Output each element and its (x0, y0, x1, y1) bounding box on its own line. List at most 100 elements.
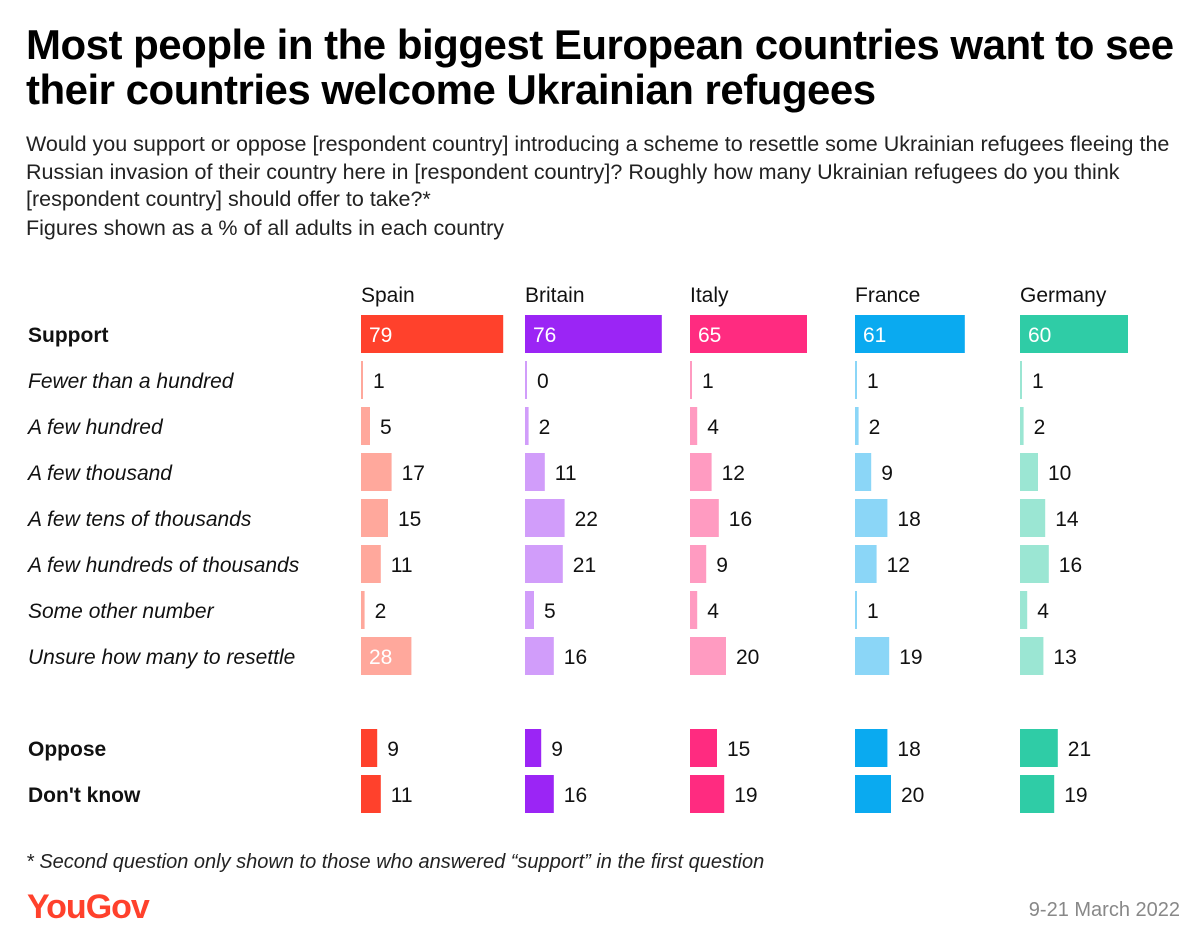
bar-italy-some-other-number (690, 591, 698, 629)
value-label-britain-a-few-thousand: 11 (555, 462, 577, 485)
value-label-italy-a-few-thousand: 12 (722, 462, 745, 485)
value-label-spain-don-t-know: 11 (391, 784, 413, 807)
value-label-britain-a-few-hundreds-of-thousands: 21 (573, 554, 596, 577)
bar-spain-a-few-tens-of-thousands (361, 499, 388, 537)
bar-italy-oppose (690, 729, 717, 767)
value-label-germany-fewer-than-a-hundred: 1 (1032, 370, 1044, 393)
bar-germany-a-few-hundreds-of-thousands (1020, 545, 1049, 583)
value-label-italy-unsure-how-many-to-resettle: 20 (736, 646, 759, 669)
bar-italy-a-few-thousand (690, 453, 712, 491)
bar-france-some-other-number (855, 591, 857, 629)
value-label-italy-oppose: 15 (727, 738, 750, 761)
value-label-germany-support: 60 (1028, 324, 1051, 347)
footnote: * Second question only shown to those wh… (26, 851, 765, 873)
value-label-france-support: 61 (863, 324, 886, 347)
value-label-france-a-few-hundreds-of-thousands: 12 (887, 554, 910, 577)
bar-britain-some-other-number (525, 591, 534, 629)
value-label-france-don-t-know: 20 (901, 784, 924, 807)
value-label-germany-don-t-know: 19 (1064, 784, 1087, 807)
bar-france-a-few-tens-of-thousands (855, 499, 888, 537)
value-label-spain-some-other-number: 2 (375, 600, 387, 623)
value-label-italy-a-few-hundreds-of-thousands: 9 (716, 554, 728, 577)
bar-italy-a-few-hundreds-of-thousands (690, 545, 707, 583)
bar-france-a-few-hundred (855, 407, 859, 445)
bar-spain-oppose (361, 729, 378, 767)
bar-britain-a-few-hundreds-of-thousands (525, 545, 563, 583)
value-label-italy-fewer-than-a-hundred: 1 (702, 370, 714, 393)
series-header-germany: Germany (1020, 284, 1107, 307)
value-label-italy-some-other-number: 4 (707, 600, 719, 623)
value-label-britain-support: 76 (533, 324, 556, 347)
category-label-oppose: Oppose (28, 738, 106, 761)
value-label-britain-oppose: 9 (551, 738, 563, 761)
value-label-italy-a-few-tens-of-thousands: 16 (729, 508, 752, 531)
value-label-germany-oppose: 21 (1068, 738, 1091, 761)
bar-italy-support (690, 315, 807, 353)
value-label-britain-a-few-tens-of-thousands: 22 (575, 508, 598, 531)
bar-spain-a-few-hundreds-of-thousands (361, 545, 381, 583)
chart-note: Figures shown as a % of all adults in ea… (26, 216, 505, 240)
bar-britain-don-t-know (525, 775, 554, 813)
value-label-britain-fewer-than-a-hundred: 0 (537, 370, 549, 393)
bar-britain-support (525, 315, 662, 353)
value-label-spain-a-few-hundred: 5 (380, 416, 392, 439)
series-header-italy: Italy (690, 284, 729, 307)
value-label-spain-a-few-tens-of-thousands: 15 (398, 508, 421, 531)
chart-subtitle: Would you support or oppose [respondent … (26, 132, 1170, 211)
bar-germany-don-t-know (1020, 775, 1055, 813)
series-header-france: France (855, 284, 920, 307)
bar-spain-a-few-hundred (361, 407, 370, 445)
value-label-spain-fewer-than-a-hundred: 1 (373, 370, 385, 393)
category-label-fewer-than-a-hundred: Fewer than a hundred (28, 370, 235, 393)
series-header-britain: Britain (525, 284, 585, 307)
bar-france-a-few-thousand (855, 453, 872, 491)
category-label-a-few-hundred: A few hundred (26, 416, 164, 439)
value-label-france-oppose: 18 (897, 738, 920, 761)
value-label-italy-support: 65 (698, 324, 721, 347)
bar-spain-unsure-how-many-to-resettle (361, 637, 412, 675)
value-label-britain-some-other-number: 5 (544, 600, 556, 623)
bar-italy-don-t-know (690, 775, 725, 813)
value-label-germany-a-few-hundreds-of-thousands: 16 (1059, 554, 1082, 577)
value-label-france-fewer-than-a-hundred: 1 (867, 370, 879, 393)
bar-spain-a-few-thousand (361, 453, 392, 491)
value-label-spain-a-few-thousand: 17 (402, 462, 425, 485)
category-label-a-few-thousand: A few thousand (26, 462, 173, 485)
bar-france-a-few-hundreds-of-thousands (855, 545, 877, 583)
value-label-france-unsure-how-many-to-resettle: 19 (899, 646, 922, 669)
bar-britain-fewer-than-a-hundred (525, 361, 527, 399)
bar-britain-a-few-hundred (525, 407, 529, 445)
yougov-logo: YouGov (27, 888, 150, 926)
bar-france-oppose (855, 729, 888, 767)
bar-germany-a-few-tens-of-thousands (1020, 499, 1046, 537)
series-header-spain: Spain (361, 284, 415, 307)
bar-italy-a-few-hundred (690, 407, 698, 445)
bar-britain-oppose (525, 729, 542, 767)
bar-chart: Support Fewer than a hundred A few hundred… (26, 284, 1128, 813)
category-label-a-few-tens-of-thousands: A few tens of thousands (26, 508, 252, 531)
bar-germany-some-other-number (1020, 591, 1028, 629)
bar-germany-a-few-thousand (1020, 453, 1038, 491)
value-label-france-a-few-thousand: 9 (881, 462, 893, 485)
value-label-spain-support: 79 (369, 324, 392, 347)
bar-france-don-t-know (855, 775, 891, 813)
value-label-spain-a-few-hundreds-of-thousands: 11 (391, 554, 413, 577)
bar-germany-fewer-than-a-hundred (1020, 361, 1022, 399)
bar-spain-don-t-know (361, 775, 381, 813)
value-label-britain-unsure-how-many-to-resettle: 16 (564, 646, 587, 669)
value-label-italy-don-t-know: 19 (734, 784, 757, 807)
value-label-britain-don-t-know: 16 (564, 784, 587, 807)
chart-title: Most people in the biggest European coun… (26, 21, 1174, 113)
survey-date: 9-21 March 2022 (1028, 899, 1180, 921)
value-label-spain-oppose: 9 (387, 738, 399, 761)
bar-britain-unsure-how-many-to-resettle (525, 637, 554, 675)
value-label-france-a-few-hundred: 2 (869, 416, 881, 439)
bar-italy-fewer-than-a-hundred (690, 361, 692, 399)
value-label-germany-unsure-how-many-to-resettle: 13 (1053, 646, 1076, 669)
bar-britain-a-few-tens-of-thousands (525, 499, 565, 537)
bar-italy-a-few-tens-of-thousands (690, 499, 719, 537)
category-label-don-t-know: Don't know (28, 784, 141, 807)
bar-spain-support (361, 315, 504, 353)
category-label-a-few-hundreds-of-thousands: A few hundreds of thousands (26, 554, 300, 577)
bar-britain-a-few-thousand (525, 453, 545, 491)
